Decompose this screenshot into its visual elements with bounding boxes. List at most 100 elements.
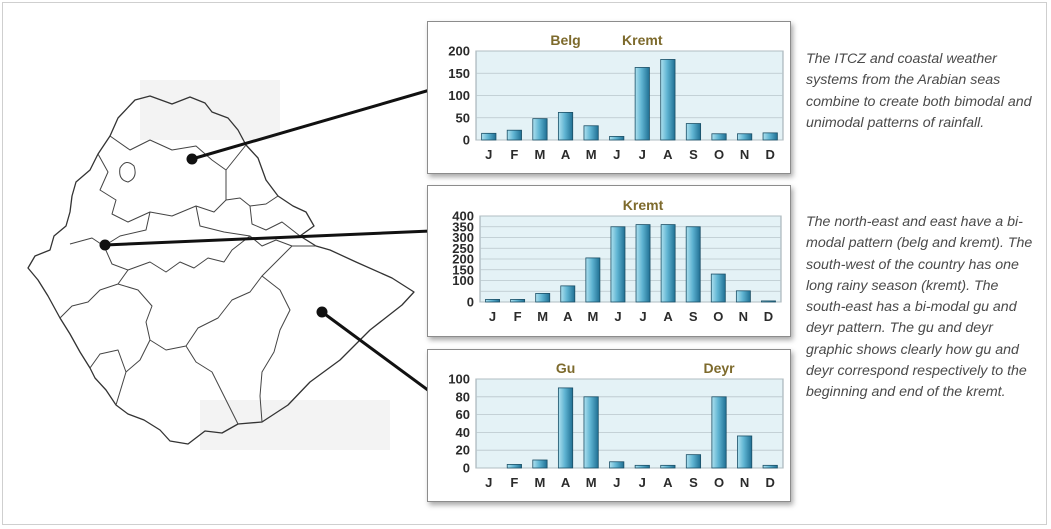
- x-tick-label: M: [586, 475, 597, 490]
- bar: [506, 129, 522, 141]
- bar: [634, 67, 650, 141]
- season-label: Kremt: [623, 197, 664, 213]
- x-tick-label: A: [561, 147, 571, 162]
- bar: [532, 118, 548, 141]
- x-tick-label: J: [489, 309, 496, 324]
- bar: [737, 435, 753, 469]
- y-tick-label: 60: [456, 407, 470, 422]
- y-tick-label: 80: [456, 389, 470, 404]
- bar: [711, 396, 727, 469]
- bar: [761, 300, 776, 303]
- bar: [634, 464, 650, 469]
- x-tick-label: A: [663, 475, 673, 490]
- y-tick-label: 20: [456, 443, 470, 458]
- bar: [583, 125, 599, 141]
- x-tick-label: J: [639, 309, 646, 324]
- x-tick-label: M: [537, 309, 548, 324]
- bar: [711, 133, 727, 141]
- x-tick-label: M: [535, 147, 546, 162]
- x-tick-label: J: [613, 147, 620, 162]
- y-tick-label: 50: [456, 110, 470, 125]
- y-tick-label: 0: [463, 461, 470, 476]
- bar: [510, 299, 526, 303]
- y-tick-label: 40: [456, 425, 470, 440]
- x-tick-label: S: [689, 309, 698, 324]
- bar: [532, 459, 548, 469]
- x-tick-label: J: [485, 147, 492, 162]
- x-tick-label: M: [586, 147, 597, 162]
- bar: [481, 132, 497, 141]
- location-marker-southwest: [99, 239, 111, 251]
- x-tick-label: M: [587, 309, 598, 324]
- bar: [557, 387, 574, 469]
- bar: [685, 454, 702, 469]
- y-tick-label: 100: [448, 88, 470, 103]
- x-tick-label: F: [514, 309, 522, 324]
- bar: [583, 396, 599, 469]
- y-tick-label: 100: [448, 372, 470, 387]
- x-tick-label: D: [766, 147, 775, 162]
- bar: [560, 285, 576, 303]
- x-tick-label: S: [689, 147, 698, 162]
- x-tick-label: F: [510, 147, 518, 162]
- season-label: Belg: [550, 32, 580, 48]
- plot-area: [475, 378, 784, 469]
- chart-panel-kremt: 0 100 150 200 250 300 350 400 J F M A M J J A S O N D Kremt: [427, 185, 791, 337]
- x-tick-label: O: [714, 475, 724, 490]
- y-tick-label: 0: [463, 133, 470, 148]
- x-tick-label: A: [563, 309, 573, 324]
- x-tick-label: N: [739, 309, 748, 324]
- x-tick-label: A: [561, 475, 571, 490]
- x-tick-label: S: [689, 475, 698, 490]
- bar: [609, 136, 625, 141]
- y-tick-label: 100: [452, 273, 474, 288]
- bar: [485, 299, 500, 303]
- bar: [635, 224, 651, 303]
- y-tick-label: 200: [448, 44, 470, 59]
- bar: [762, 464, 778, 469]
- x-tick-label: N: [740, 147, 749, 162]
- x-tick-label: J: [614, 309, 621, 324]
- bar: [737, 133, 753, 141]
- bar: [710, 273, 726, 303]
- x-tick-label: O: [713, 309, 723, 324]
- x-tick-label: N: [740, 475, 749, 490]
- x-tick-label: D: [766, 475, 775, 490]
- x-tick-label: A: [663, 147, 673, 162]
- bar: [585, 257, 601, 303]
- bar: [660, 59, 676, 141]
- x-tick-label: J: [613, 475, 620, 490]
- chart-panel-belg-kremt: 0 50 100 150 200 J F M A M J J A S O N D Belg Kremt: [427, 21, 791, 174]
- bar: [685, 123, 702, 141]
- explanation-paragraph-2: The north-east and east have a bi-modal …: [806, 214, 1033, 401]
- x-tick-label: J: [639, 475, 646, 490]
- y-tick-label: 250: [452, 241, 474, 256]
- season-label: Kremt: [622, 32, 663, 48]
- season-label: Deyr: [703, 360, 735, 376]
- season-label: Gu: [556, 360, 575, 376]
- y-tick-label: 150: [448, 66, 470, 81]
- bar: [735, 290, 751, 303]
- y-tick-label: 300: [452, 230, 474, 245]
- bar: [610, 226, 626, 303]
- x-tick-label: D: [764, 309, 773, 324]
- x-tick-label: M: [535, 475, 546, 490]
- y-tick-label: 200: [452, 252, 474, 267]
- x-tick-label: A: [663, 309, 673, 324]
- bar: [660, 224, 676, 303]
- x-tick-label: F: [510, 475, 518, 490]
- location-marker-north: [186, 153, 198, 165]
- country-outline: [27, 95, 415, 445]
- y-tick-label: 0: [467, 295, 474, 310]
- bar: [506, 464, 522, 469]
- bar: [685, 226, 701, 303]
- bar: [660, 464, 676, 469]
- y-tick-label: 350: [452, 219, 474, 234]
- bar: [762, 132, 778, 141]
- bar: [557, 112, 574, 141]
